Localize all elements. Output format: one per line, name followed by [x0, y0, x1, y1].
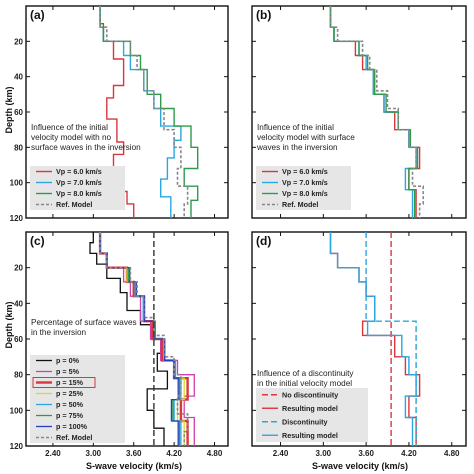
- panel-letter: (b): [256, 8, 271, 22]
- legend-label: p = 50%: [56, 400, 84, 409]
- panel-note-line: velocity model with no: [31, 133, 112, 142]
- series-line-p-0--0: [89, 232, 169, 446]
- series-line-ref-model-3: [99, 6, 189, 218]
- legend-box: [256, 388, 368, 442]
- legend-label: p = 0%: [56, 356, 80, 365]
- panel-note-line: Influence of the initial: [257, 123, 334, 132]
- legend-box: [256, 166, 351, 210]
- panel-note-line: Influence of a discontinuity: [257, 369, 354, 378]
- y-tick-label: 40: [14, 73, 23, 82]
- legend: Vp = 6.0 km/s Vp = 7.0 km/s Vp = 8.0 km/s R…: [256, 166, 351, 210]
- y-axis-label-bottom: Depth (km): [4, 301, 14, 348]
- x-tick-label: 4.80: [207, 449, 223, 458]
- legend-box: [30, 355, 125, 443]
- legend-label: No discontinuity: [282, 390, 338, 399]
- legend-label: Vp = 6.0 km/s: [56, 167, 102, 176]
- panel-c: (c) 2.40 3.00 3.60 4.20 4.80 20 40 60 80 100 120 Per…: [10, 231, 229, 458]
- x-tick-label: 4.20: [401, 449, 417, 458]
- legend-label: Vp = 7.0 km/s: [282, 178, 328, 187]
- x-tick-label: 2.40: [273, 449, 289, 458]
- legend-label: Discontinuity: [282, 417, 328, 426]
- legend: p = 0% p = 5% p = 15% p = 25% p = 50% p = 75%…: [30, 355, 125, 443]
- legend-label: p = 100%: [56, 422, 88, 431]
- legend-label: p = 25%: [56, 389, 84, 398]
- series-group: [329, 232, 421, 446]
- y-tick-label: 60: [14, 335, 23, 344]
- y-tick-label: 60: [14, 108, 23, 117]
- x-tick-label: 4.80: [444, 449, 460, 458]
- y-tick-label: 80: [14, 371, 23, 380]
- y-tick-label: 80: [14, 143, 23, 152]
- panel-letter: (a): [30, 8, 45, 22]
- legend-box: [30, 166, 125, 210]
- panel-letter: (d): [256, 234, 271, 248]
- series-line-ref-model-3: [329, 6, 424, 218]
- panel-d: (d) 2.40 3.00 3.60 4.20 4.80 Influence of a di…: [251, 231, 467, 458]
- series-group: [329, 6, 424, 218]
- y-tick-label: 20: [14, 37, 23, 46]
- legend-label: Vp = 7.0 km/s: [56, 178, 102, 187]
- y-axis-label-top: Depth (km): [4, 86, 14, 133]
- legend-label: p = 15%: [56, 378, 84, 387]
- panel-letter: (c): [30, 234, 45, 248]
- legend-label: Vp = 6.0 km/s: [282, 167, 328, 176]
- x-tick-label: 3.60: [358, 449, 374, 458]
- x-axis-label-left: S-wave velocity (km/s): [86, 461, 182, 471]
- legend-label: p = 75%: [56, 411, 84, 420]
- y-tick-label: 100: [10, 179, 24, 188]
- legend-highlight-box: [32, 377, 96, 388]
- legend-label: Vp = 8.0 km/s: [282, 189, 328, 198]
- legend-label: p = 5%: [56, 367, 80, 376]
- panel-note-line: waves in the inversion: [256, 143, 338, 152]
- panel-a: (a) 20 40 60 80 100 120 Influence of the initia…: [10, 5, 229, 223]
- y-tick-label: 100: [10, 406, 24, 415]
- legend-label: Ref. Model: [56, 433, 92, 442]
- panel-note-line: in the inversion: [31, 328, 87, 337]
- panel-note-line: Influence of the initial: [31, 123, 108, 132]
- legend-label: Resulting model: [282, 431, 338, 440]
- x-tick-label: 2.40: [45, 449, 61, 458]
- y-tick-label: 40: [14, 299, 23, 308]
- legend: No discontinuity Resulting model Discontin…: [256, 388, 368, 442]
- x-tick-label: 3.00: [316, 449, 332, 458]
- x-tick-label: 3.60: [126, 449, 142, 458]
- panel-note-line: velocity model with surface: [257, 133, 355, 142]
- y-tick-label: 120: [10, 214, 24, 223]
- legend-label: Vp = 8.0 km/s: [56, 189, 102, 198]
- y-tick-label: 120: [10, 442, 24, 451]
- panel-note-line: in the initial velocity model: [257, 379, 352, 388]
- series-line-resulting-model-3: [329, 232, 417, 446]
- legend-label: Ref. Model: [282, 200, 318, 209]
- y-tick-label: 20: [14, 264, 23, 273]
- x-tick-label: 4.20: [166, 449, 182, 458]
- x-axis-label-right: S-wave velocity (km/s): [312, 461, 408, 471]
- legend-label: Ref. Model: [56, 200, 92, 209]
- legend: Vp = 6.0 km/s Vp = 7.0 km/s Vp = 8.0 km/s R…: [30, 166, 125, 210]
- x-tick-label: 3.00: [86, 449, 102, 458]
- panel-note-line: Percentage of surface waves: [31, 318, 137, 327]
- series-group: [89, 232, 195, 446]
- legend-label: Resulting model: [282, 404, 338, 413]
- series-line-ref-model-7: [99, 232, 189, 446]
- panel-note-line: surface waves in the inversion: [31, 143, 141, 152]
